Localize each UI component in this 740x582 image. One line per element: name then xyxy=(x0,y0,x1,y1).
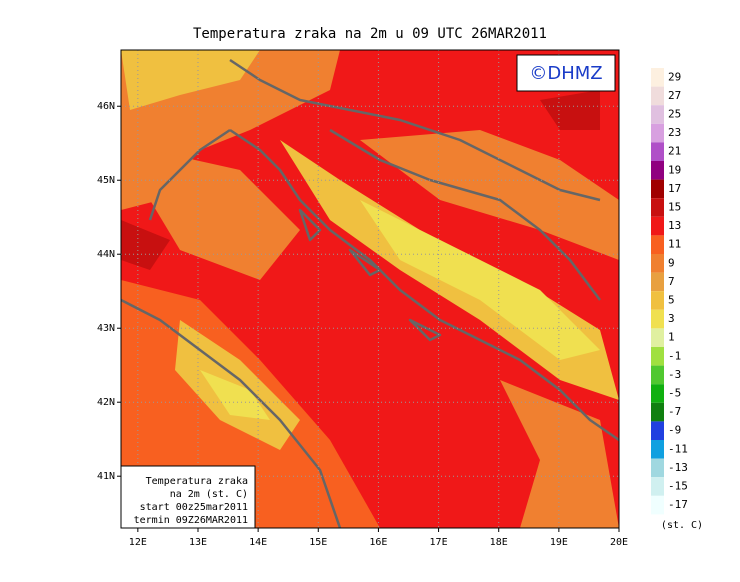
colorbar-swatch xyxy=(651,179,664,199)
colorbar-label: -7 xyxy=(668,405,681,418)
y-tick-label: 41N xyxy=(97,471,115,482)
x-tick-label: 12E xyxy=(129,537,147,548)
info-line: na 2m (st. C) xyxy=(170,489,248,500)
y-tick-label: 46N xyxy=(97,101,115,112)
title: Temperatura zraka na 2m u 09 UTC 26MAR20… xyxy=(193,26,547,42)
colorbar-label: 5 xyxy=(668,294,675,307)
colorbar-label: -5 xyxy=(668,387,681,400)
colorbar-label: -17 xyxy=(668,498,688,511)
colorbar-label: 17 xyxy=(668,182,681,195)
coastline xyxy=(229,128,619,442)
colorbar-swatch xyxy=(651,402,664,422)
colorbar-label: 23 xyxy=(668,126,681,139)
colorbar-swatch xyxy=(651,328,664,347)
border xyxy=(329,128,601,301)
copyright-box xyxy=(516,54,616,92)
colorbar-label: 9 xyxy=(668,256,675,269)
y-tick-label: 42N xyxy=(97,397,115,408)
colorbar-swatch xyxy=(651,477,664,496)
colorbar-swatch xyxy=(651,272,664,292)
colorbar-label: -9 xyxy=(668,424,681,437)
colorbar-swatch xyxy=(651,142,664,161)
x-tick-label: 15E xyxy=(309,537,327,548)
field-zone xyxy=(200,370,270,420)
x-tick-label: 17E xyxy=(430,537,448,548)
coastline xyxy=(121,298,342,528)
colorbar-label: 13 xyxy=(668,219,681,232)
colorbar-swatch xyxy=(651,421,664,440)
colorbar-swatch xyxy=(651,198,664,217)
colorbar-swatch xyxy=(651,105,664,124)
x-tick-label: 20E xyxy=(610,537,628,548)
colorbar-swatch xyxy=(651,384,664,403)
field-zone xyxy=(500,380,619,528)
field-zone xyxy=(121,50,260,110)
colorbar-swatch xyxy=(651,440,664,459)
field-zone xyxy=(121,220,170,270)
field-zone xyxy=(150,150,300,280)
x-tick-label: 14E xyxy=(249,537,267,548)
colorbar-label: -3 xyxy=(668,368,681,381)
colorbar: 29 27 25 23 21 19 17 15 13 11 9 7 5 3 1 -1 -3 -5 -7 -9 -11 -1… xyxy=(651,68,688,515)
colorbar-swatch xyxy=(651,365,664,385)
colorbar-label: -13 xyxy=(668,461,688,474)
field-zone xyxy=(360,130,619,260)
y-tick-label: 45N xyxy=(97,175,115,186)
colorbar-label: 11 xyxy=(668,238,681,251)
colorbar-unit: (st. C) xyxy=(661,520,703,531)
x-tick-label: 18E xyxy=(490,537,508,548)
colorbar-label: 3 xyxy=(668,312,675,325)
colorbar-label: 27 xyxy=(668,89,681,102)
y-tick-label: 43N xyxy=(97,323,115,334)
colorbar-swatch xyxy=(651,495,664,515)
colorbar-label: 15 xyxy=(668,201,681,214)
colorbar-label: -11 xyxy=(668,442,688,455)
colorbar-label: 29 xyxy=(668,70,681,83)
colorbar-label: -15 xyxy=(668,480,688,493)
colorbar-label: 21 xyxy=(668,145,681,158)
colorbar-label: 7 xyxy=(668,275,675,288)
colorbar-label: 25 xyxy=(668,108,681,121)
colorbar-label: 1 xyxy=(668,331,675,344)
colorbar-swatch xyxy=(651,216,664,236)
colorbar-swatch xyxy=(651,458,664,478)
info-line: termin 09Z26MAR2011 xyxy=(134,515,248,526)
copyright: ©DHMZ xyxy=(529,63,602,84)
x-tick-label: 13E xyxy=(189,537,207,548)
info-line: start 00z25mar2011 xyxy=(140,502,248,513)
colorbar-swatch xyxy=(651,86,664,106)
info-box xyxy=(120,465,256,529)
colorbar-swatch xyxy=(651,254,664,273)
coastline xyxy=(148,128,231,221)
grid: 12E 13E 14E 15E 16E 17E 18E 19E 20E 41N 42N 43N 44N 4… xyxy=(97,50,628,548)
colorbar-swatch xyxy=(651,68,664,87)
island xyxy=(298,208,442,342)
x-tick-label: 16E xyxy=(369,537,387,548)
field-zone xyxy=(360,200,600,360)
colorbar-swatch xyxy=(651,123,664,143)
field-zone xyxy=(540,90,600,130)
colorbar-swatch xyxy=(651,161,664,180)
border xyxy=(229,58,601,202)
temperature-field xyxy=(121,50,619,528)
colorbar-swatch xyxy=(651,291,664,310)
x-tick-label: 19E xyxy=(550,537,568,548)
colorbar-label: 19 xyxy=(668,163,681,176)
y-tick-label: 44N xyxy=(97,249,115,260)
colorbar-swatch xyxy=(651,347,664,366)
info-line: Temperatura zraka xyxy=(146,476,248,487)
colorbar-label: -1 xyxy=(668,349,681,362)
map-frame xyxy=(120,49,620,529)
colorbar-swatch xyxy=(651,235,664,254)
colorbar-swatch xyxy=(651,309,664,329)
